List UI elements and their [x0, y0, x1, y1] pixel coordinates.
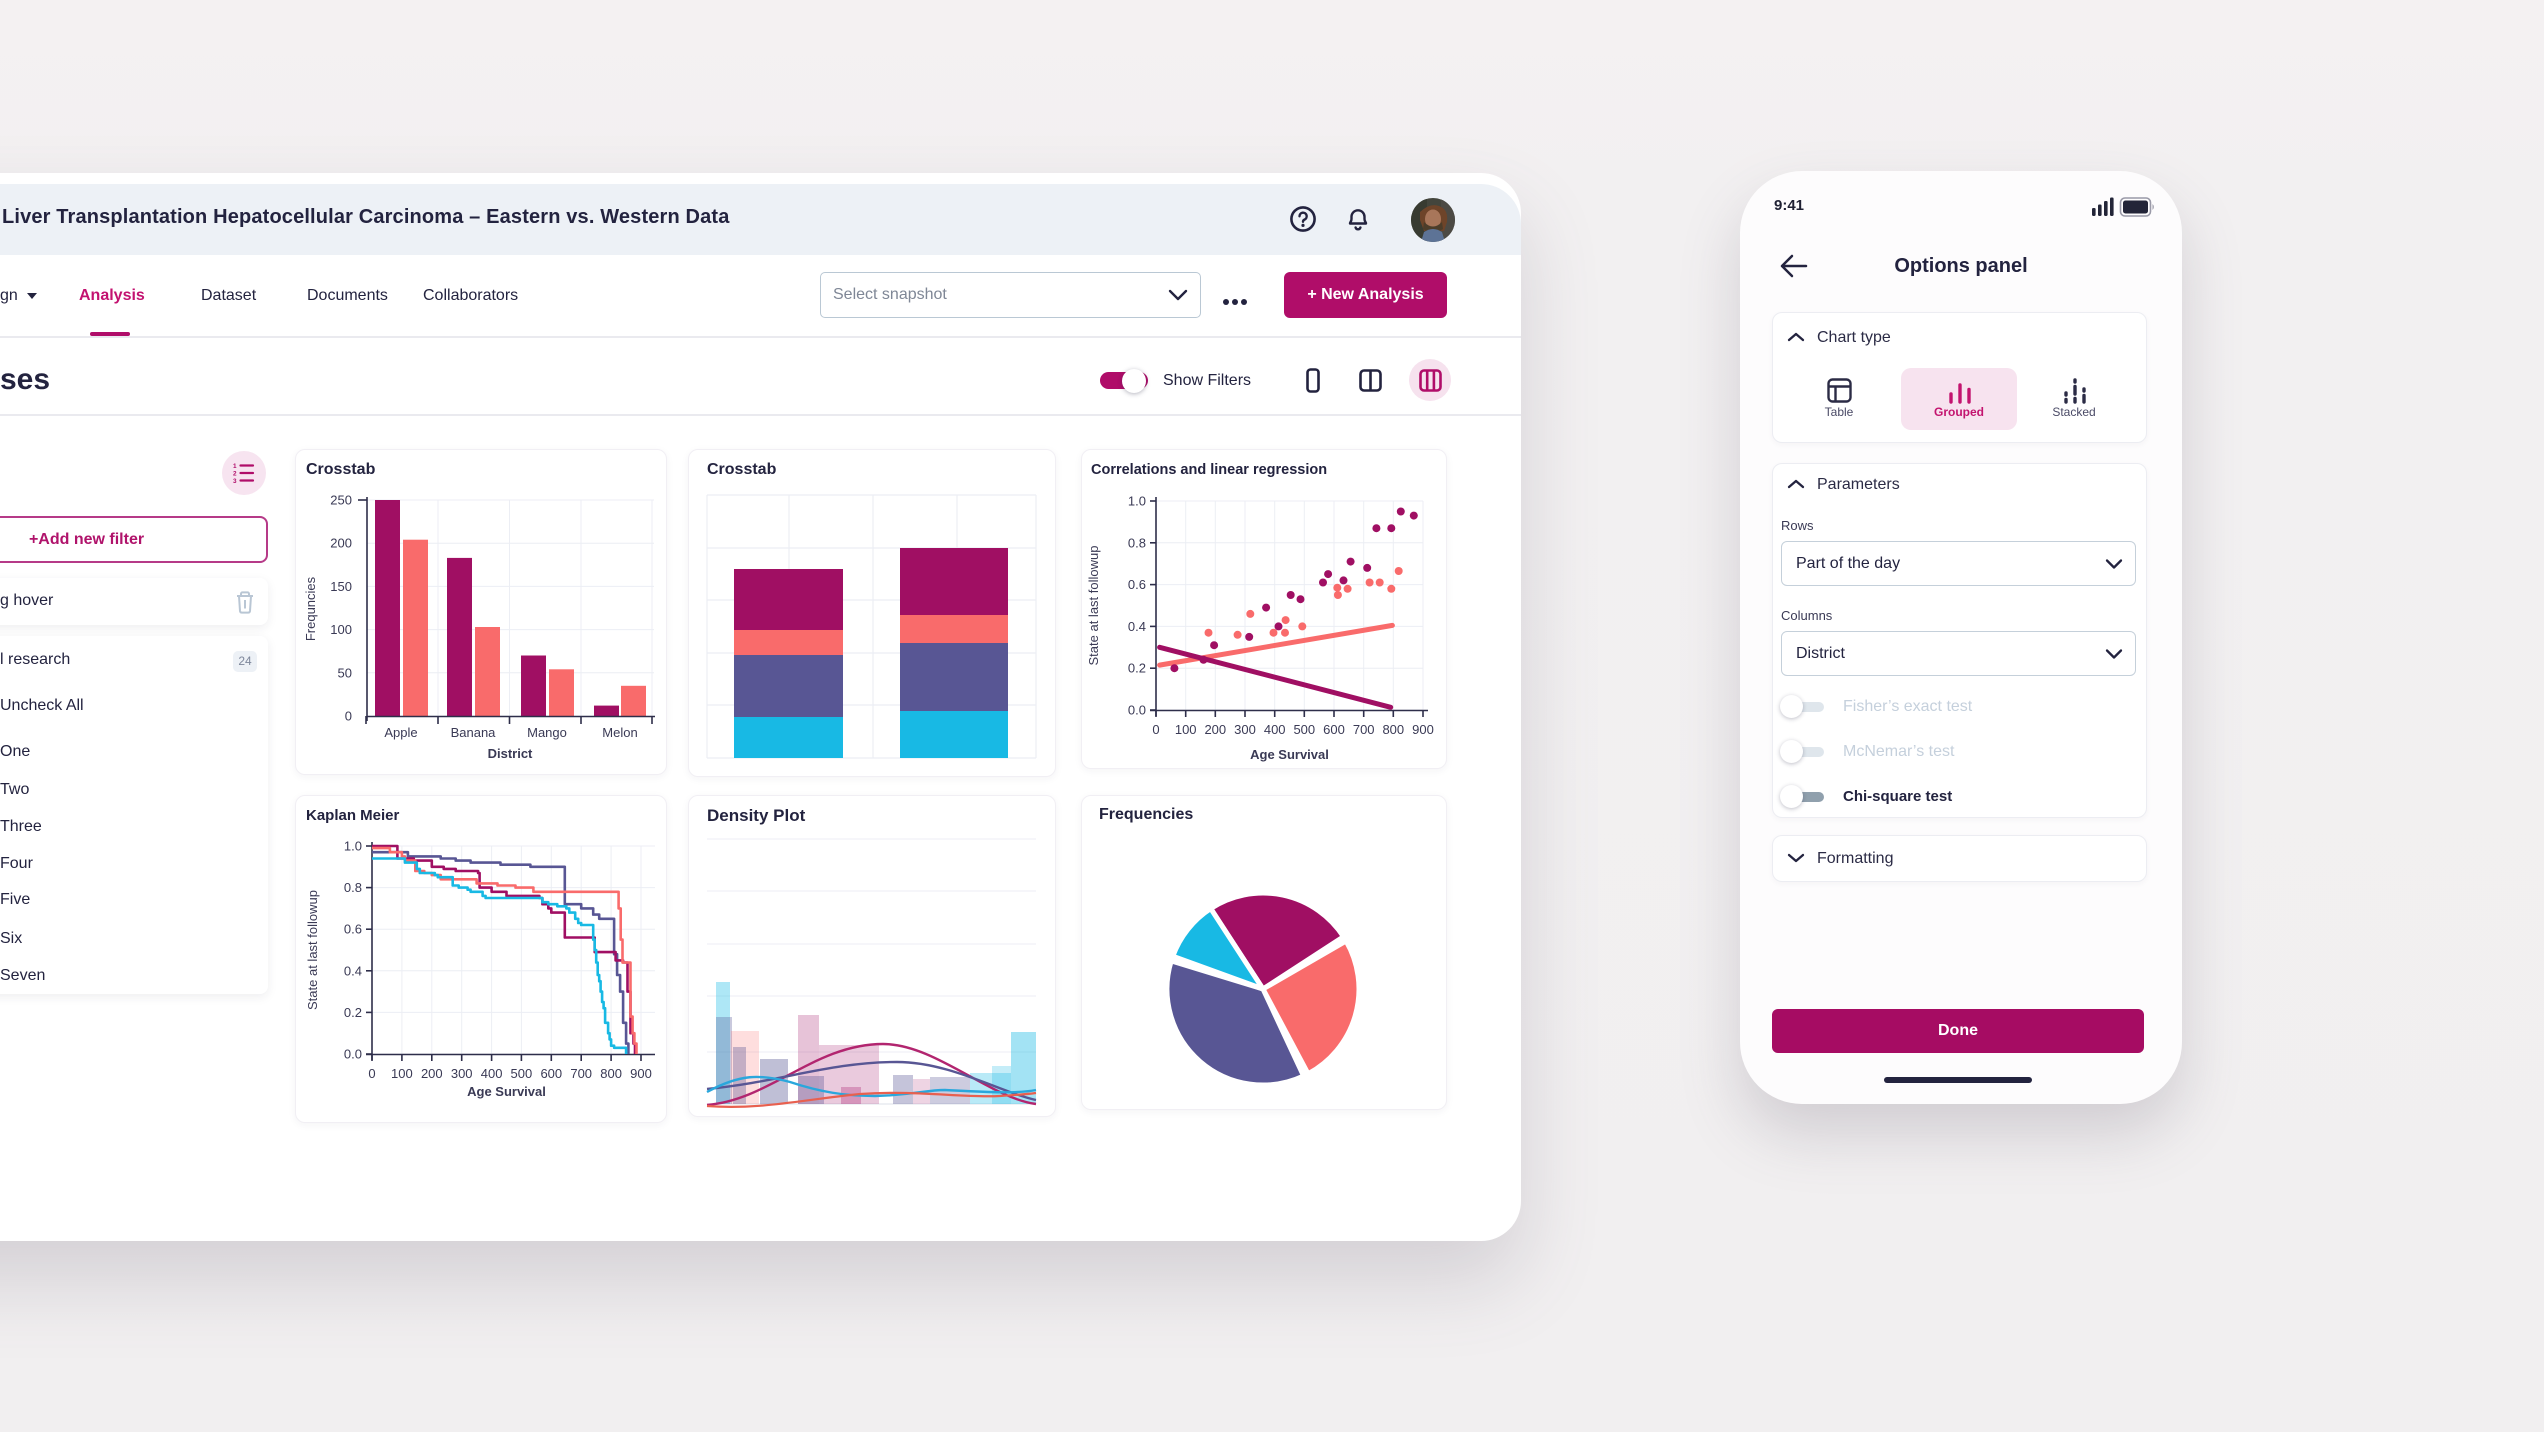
svg-text:Melon: Melon — [602, 725, 637, 740]
svg-text:0.0: 0.0 — [344, 1047, 362, 1062]
svg-text:300: 300 — [1234, 722, 1256, 737]
svg-text:0: 0 — [345, 709, 352, 724]
svg-text:2: 2 — [233, 471, 237, 478]
svg-text:250: 250 — [330, 493, 352, 508]
svg-text:900: 900 — [630, 1066, 652, 1081]
svg-text:0.2: 0.2 — [1128, 661, 1146, 676]
svg-text:400: 400 — [481, 1066, 503, 1081]
svg-text:0.2: 0.2 — [344, 1005, 362, 1020]
svg-text:500: 500 — [1293, 722, 1315, 737]
svg-text:1.0: 1.0 — [344, 839, 362, 854]
svg-text:400: 400 — [1264, 722, 1286, 737]
svg-text:700: 700 — [1353, 722, 1375, 737]
svg-text:800: 800 — [1382, 722, 1404, 737]
svg-text:0.8: 0.8 — [1128, 535, 1146, 550]
svg-text:600: 600 — [540, 1066, 562, 1081]
svg-text:Banana: Banana — [451, 725, 497, 740]
svg-text:0.6: 0.6 — [344, 922, 362, 937]
svg-text:Age Survival: Age Survival — [1250, 747, 1329, 762]
svg-text:Mango: Mango — [527, 725, 567, 740]
svg-text:300: 300 — [451, 1066, 473, 1081]
svg-text:200: 200 — [330, 536, 352, 551]
svg-text:500: 500 — [511, 1066, 533, 1081]
svg-text:0: 0 — [368, 1066, 375, 1081]
svg-text:100: 100 — [391, 1066, 413, 1081]
svg-text:Age Survival: Age Survival — [467, 1084, 546, 1099]
svg-text:State at last followup: State at last followup — [305, 890, 320, 1010]
svg-text:Frequncies: Frequncies — [303, 576, 318, 641]
svg-text:0.6: 0.6 — [1128, 577, 1146, 592]
svg-text:800: 800 — [600, 1066, 622, 1081]
svg-text:900: 900 — [1412, 722, 1434, 737]
svg-text:1.0: 1.0 — [1128, 494, 1146, 509]
svg-text:1: 1 — [233, 463, 237, 470]
svg-text:Apple: Apple — [384, 725, 417, 740]
svg-text:200: 200 — [421, 1066, 443, 1081]
svg-text:0.8: 0.8 — [344, 880, 362, 895]
svg-text:3: 3 — [233, 478, 237, 484]
svg-text:200: 200 — [1204, 722, 1226, 737]
svg-text:100: 100 — [330, 622, 352, 637]
svg-text:100: 100 — [1175, 722, 1197, 737]
svg-text:700: 700 — [570, 1066, 592, 1081]
svg-text:0: 0 — [1152, 722, 1159, 737]
svg-text:150: 150 — [330, 579, 352, 594]
svg-text:0.4: 0.4 — [344, 963, 362, 978]
svg-text:50: 50 — [338, 665, 352, 680]
svg-text:0.0: 0.0 — [1128, 703, 1146, 718]
svg-text:600: 600 — [1323, 722, 1345, 737]
svg-text:State at last followup: State at last followup — [1086, 546, 1101, 666]
svg-text:District: District — [488, 746, 533, 761]
svg-text:0.4: 0.4 — [1128, 619, 1146, 634]
